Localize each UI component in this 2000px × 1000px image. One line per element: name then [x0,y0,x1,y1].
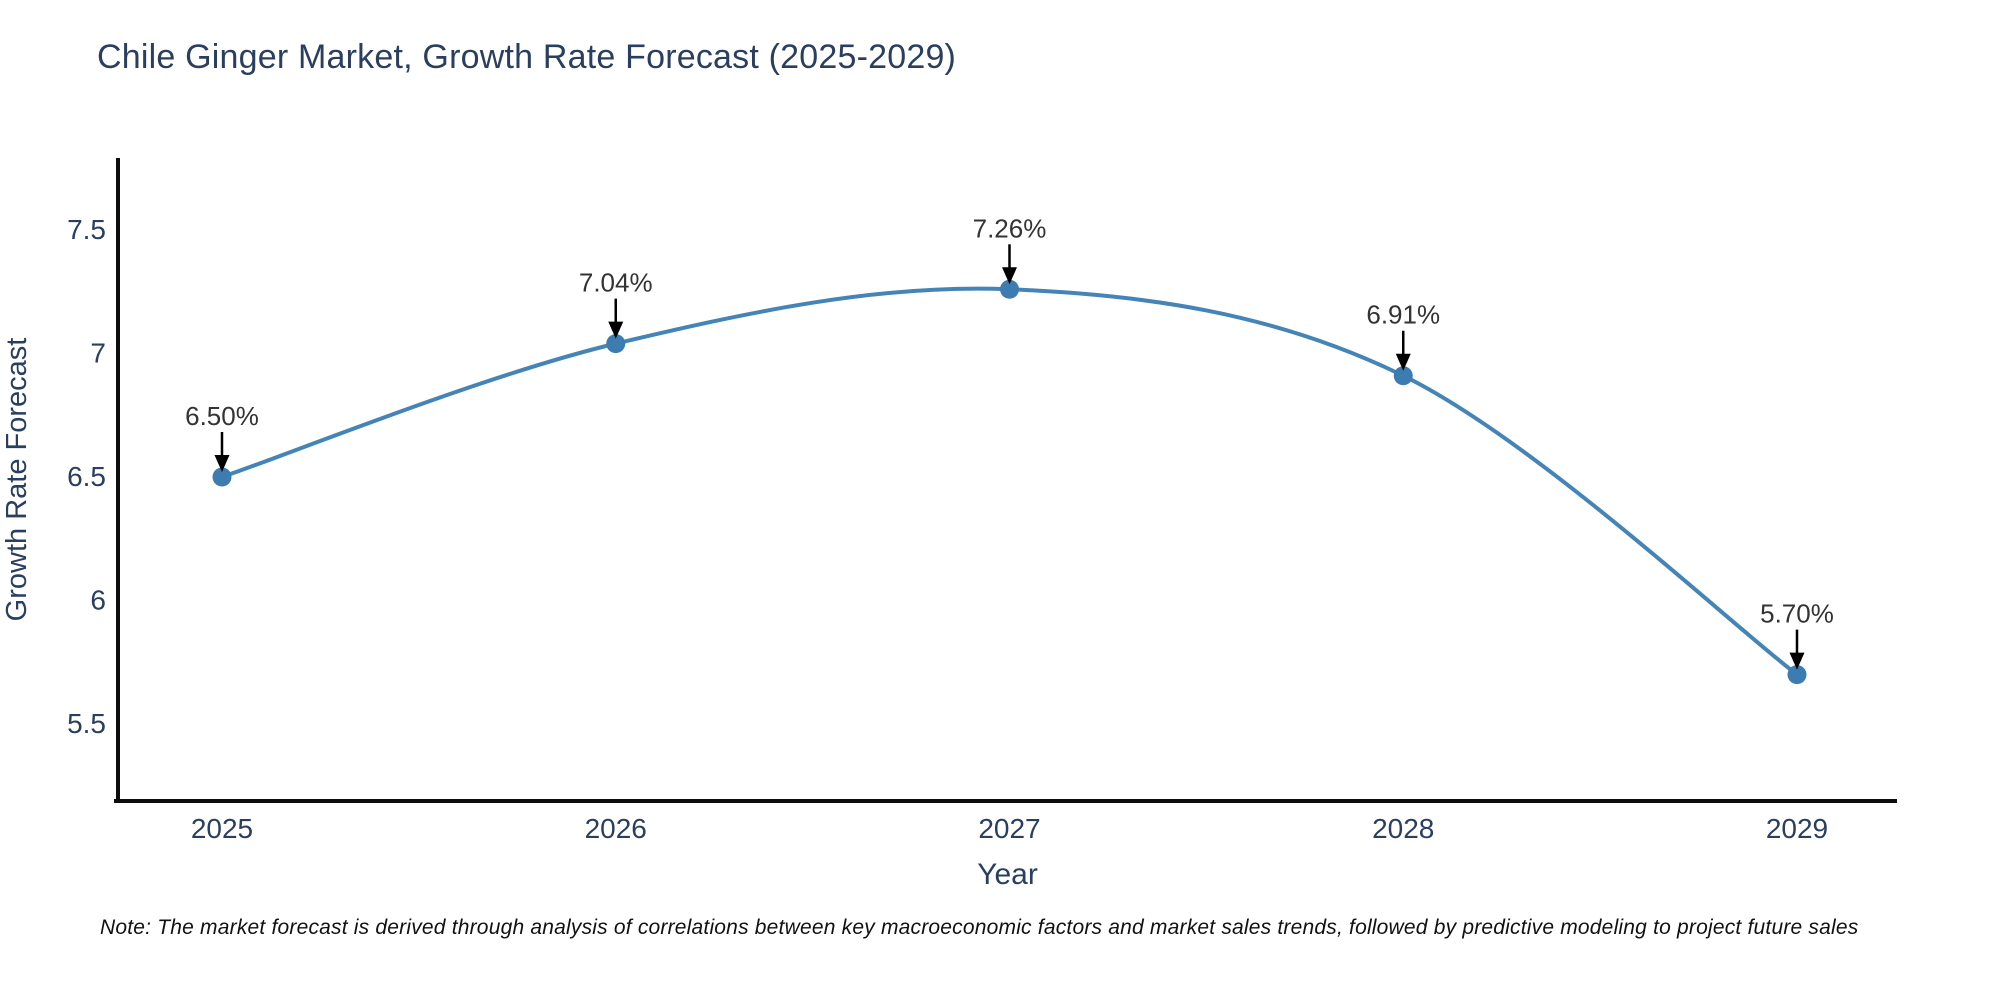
annotation-arrow-head [1395,353,1411,371]
data-point-marker [606,334,626,354]
x-tick-label: 2025 [191,813,253,844]
y-tick-label: 6.5 [67,461,106,492]
y-tick-label: 7 [90,338,106,369]
data-point-label: 7.04% [579,268,653,298]
y-tick-label: 5.5 [67,708,106,739]
y-tick-label: 7.5 [67,214,106,245]
data-point-label: 6.91% [1366,300,1440,330]
x-tick-label: 2028 [1372,813,1434,844]
data-point-marker [1393,366,1413,386]
data-point-marker [1000,279,1019,299]
x-axis-title: Year [977,858,1038,891]
annotation-arrow-head [608,321,624,339]
annotation-arrow-head [1002,267,1017,285]
data-point-marker [212,467,232,487]
data-point-marker [1787,665,1807,685]
footnote: Note: The market forecast is derived thr… [100,916,1859,939]
y-axis-title: Growth Rate Forecast [1,338,33,622]
data-point-label: 6.50% [185,401,259,431]
annotation-arrow-head [214,455,230,472]
forecast-line [221,286,1799,677]
x-tick-label: 2026 [585,813,647,844]
data-point-label: 5.70% [1760,599,1834,629]
y-tick-label: 6 [90,585,106,616]
x-tick-label: 2027 [978,813,1040,844]
chart-title: Chile Ginger Market, Growth Rate Forecas… [97,38,957,76]
annotation-arrow-head [1789,652,1805,670]
data-point-label: 7.26% [973,213,1047,243]
x-tick-label: 2029 [1766,813,1828,844]
